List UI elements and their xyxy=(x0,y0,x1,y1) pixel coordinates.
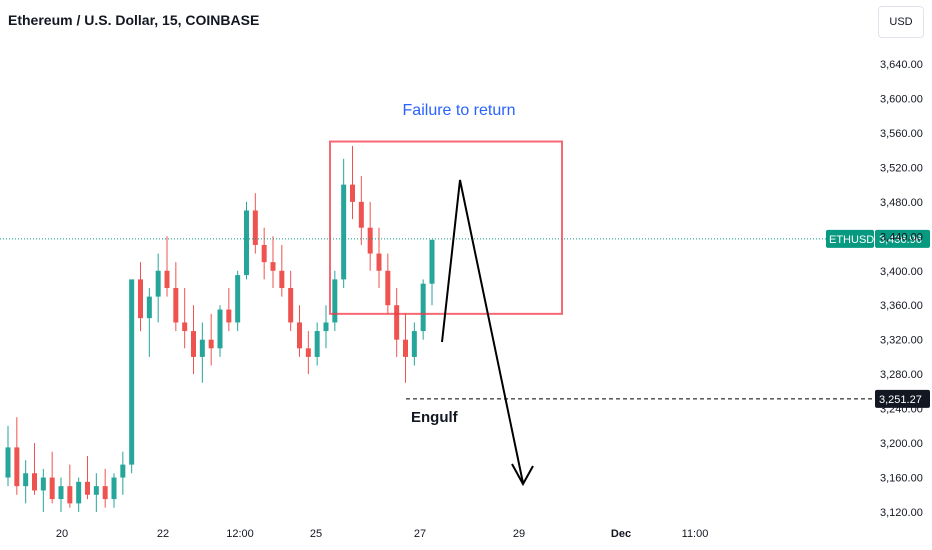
candle-body xyxy=(85,481,90,495)
candle-body xyxy=(288,288,294,323)
price-tick-label: 3,480.00 xyxy=(880,197,923,209)
candle-body xyxy=(93,486,99,495)
price-tick-label: 3,120.00 xyxy=(880,507,923,519)
candle-body xyxy=(367,227,373,254)
candle-body xyxy=(252,210,258,245)
candle-body xyxy=(235,275,241,323)
price-tick-label: 3,280.00 xyxy=(880,369,923,381)
candle-body xyxy=(350,184,355,202)
candle-body xyxy=(5,447,11,478)
candle-body xyxy=(358,201,364,228)
price-tick-label: 3,200.00 xyxy=(880,438,923,450)
candle-body xyxy=(155,270,161,297)
candle-body xyxy=(394,305,400,340)
candle-body xyxy=(14,447,20,487)
candle-body xyxy=(40,477,46,491)
candle-body xyxy=(208,339,214,349)
price-tick-label: 3,400.00 xyxy=(880,266,923,278)
price-axis: 3,640.00 3,600.00 3,560.00 3,520.00 3,480.00… xyxy=(880,59,923,519)
candle-body xyxy=(297,322,302,349)
time-axis: 20 22 12:00 25 27 29 Dec 11:00 xyxy=(56,528,708,540)
candle-body xyxy=(102,486,108,500)
symbol-tag-label: ETHUSD xyxy=(829,234,874,246)
time-tick-label: 12:00 xyxy=(226,528,254,540)
candle-body xyxy=(305,348,311,357)
candle-body xyxy=(120,464,126,478)
candle-body xyxy=(261,244,267,263)
candle-body xyxy=(138,279,143,319)
candle-body xyxy=(332,279,338,323)
time-tick-label: 29 xyxy=(513,528,525,540)
last-price-tag-label: 3,436.96 xyxy=(879,234,922,246)
candle-body xyxy=(341,184,347,280)
last-price-tag xyxy=(875,229,930,248)
candle-body xyxy=(111,477,117,500)
chart-title: Ethereum / U.S. Dollar, 15, COINBASE xyxy=(8,12,260,28)
level-price-tag-label: 3,251.27 xyxy=(879,394,922,406)
time-tick-label: 20 xyxy=(56,528,68,540)
level-price-tag xyxy=(875,389,930,408)
time-tick-label: 11:00 xyxy=(682,528,709,540)
price-tick-label: 3,560.00 xyxy=(880,128,923,140)
candle-body xyxy=(164,270,170,288)
candle-body xyxy=(420,283,426,332)
candle-body xyxy=(270,262,276,271)
engulf-label: Engulf xyxy=(411,409,459,426)
time-tick-label: 27 xyxy=(414,528,426,540)
failure-box xyxy=(329,140,563,315)
candle-body xyxy=(76,481,82,504)
price-tick-label: 3,320.00 xyxy=(880,335,923,347)
candle-body xyxy=(429,239,435,284)
price-tick-label: 3,240.00 xyxy=(880,404,923,416)
candle-body xyxy=(411,331,417,357)
price-tick-label: 3,360.00 xyxy=(880,300,923,312)
candle-body xyxy=(226,309,232,323)
candle-body xyxy=(23,473,29,487)
projection-path xyxy=(441,179,524,484)
candle-body xyxy=(403,339,408,357)
candle-body xyxy=(49,477,55,500)
candle-body xyxy=(32,473,37,491)
symbol-tag xyxy=(826,229,874,248)
candle-body xyxy=(244,210,249,276)
price-tick-label: 3,160.00 xyxy=(880,473,923,485)
currency-button[interactable]: USD xyxy=(878,6,924,38)
candle-body xyxy=(191,331,196,357)
candle-body xyxy=(314,331,320,357)
candle-body xyxy=(173,288,179,323)
price-tick-label: 3,520.00 xyxy=(880,162,923,174)
candle-body xyxy=(182,322,188,332)
candle-body xyxy=(376,253,382,271)
candle-body xyxy=(323,322,329,332)
candle-body xyxy=(199,339,205,357)
candle-body xyxy=(385,270,391,306)
time-tick-label: 22 xyxy=(157,528,169,540)
candle-body xyxy=(217,309,223,349)
candlestick-series xyxy=(5,145,435,512)
candle-body xyxy=(67,486,73,504)
drawing-overlays: ETHUSD 3,436.96 3,251.27 Failure to return E… xyxy=(0,102,930,487)
failure-to-return-label: Failure to return xyxy=(403,102,516,119)
price-tick-label: 3,440.00 xyxy=(880,231,923,243)
time-tick-label: 25 xyxy=(310,528,322,540)
price-tick-label: 3,640.00 xyxy=(880,59,923,71)
time-tick-label: Dec xyxy=(611,528,631,540)
candle-body xyxy=(58,486,64,500)
candle-body xyxy=(279,270,285,288)
projection-arrowhead xyxy=(511,463,534,487)
price-tick-label: 3,600.00 xyxy=(880,93,923,105)
candle-body xyxy=(146,296,152,319)
candle-body xyxy=(129,279,135,465)
